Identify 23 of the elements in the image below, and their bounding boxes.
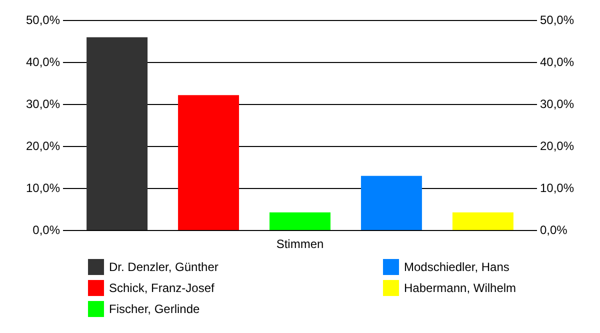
legend-label: Dr. Denzler, Günther [109, 260, 218, 274]
y-tick-label: 20,0% [26, 139, 60, 153]
bar [178, 95, 240, 230]
legend-label: Schick, Franz-Josef [109, 281, 216, 295]
legend-label: Modschiedler, Hans [404, 260, 510, 274]
legend-label: Habermann, Wilhelm [404, 281, 516, 295]
text: 50,0% [540, 13, 574, 27]
text: 30,0% [540, 97, 574, 111]
text: 10,0% [540, 181, 574, 195]
y-tick-label: 10,0% [26, 181, 60, 195]
y-tick-label: 0,0% [32, 223, 60, 237]
text: 40,0% [540, 55, 574, 69]
y-tick-label: 50,0% [26, 13, 60, 27]
x-tick-label: Stimmen [276, 237, 324, 251]
bar [86, 37, 148, 230]
bar [452, 212, 514, 230]
legend-label: Fischer, Gerlinde [109, 302, 200, 316]
y-tick-label: 40,0% [26, 55, 60, 69]
bar [360, 176, 422, 230]
text: 20,0% [540, 139, 574, 153]
y-tick-label: 30,0% [26, 97, 60, 111]
bar [270, 212, 330, 230]
text: 0,0% [540, 223, 568, 237]
